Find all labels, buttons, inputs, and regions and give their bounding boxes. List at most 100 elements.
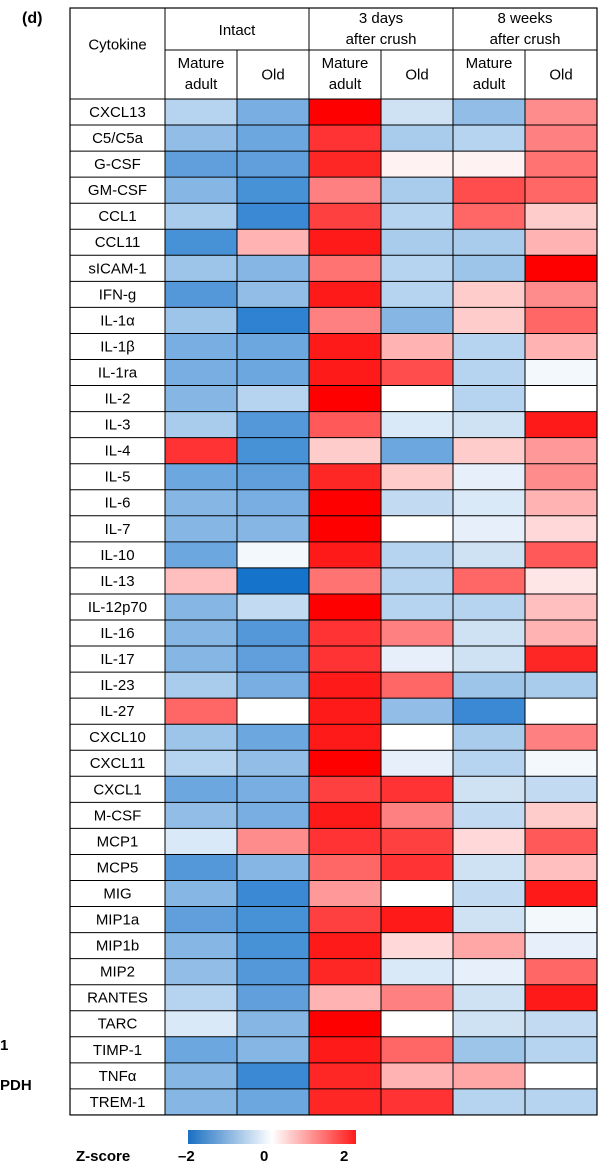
heatmap-cell [453, 99, 525, 126]
row-label: sICAM-1 [88, 260, 146, 277]
row-label: IL-1β [100, 338, 135, 355]
heatmap-cell [237, 411, 309, 438]
heatmap-cell [381, 489, 453, 516]
heatmap-cell [309, 515, 381, 542]
heatmap-cell [309, 646, 381, 673]
heatmap-cell [381, 1088, 453, 1115]
heatmap-cell [453, 151, 525, 178]
heatmap-cell [525, 724, 597, 751]
row-label: MCP5 [97, 859, 139, 876]
row-label: IL-27 [100, 703, 134, 720]
heatmap-cell [453, 1062, 525, 1089]
heatmap-cell [381, 984, 453, 1011]
heatmap-cell [237, 750, 309, 777]
colorbar-tick-min: –2 [178, 1148, 195, 1165]
heatmap-cell [525, 99, 597, 126]
heatmap-cell [165, 99, 237, 126]
column-header: Mature [466, 55, 513, 72]
heatmap-cell [381, 880, 453, 907]
heatmap-cell [453, 1088, 525, 1115]
heatmap-cell [525, 541, 597, 568]
heatmap-cell [309, 99, 381, 126]
row-label: MIP2 [100, 964, 135, 981]
heatmap-cell [381, 1010, 453, 1037]
heatmap-cell [525, 489, 597, 516]
heatmap-cell [309, 932, 381, 959]
cropped-side-label: PDH [0, 1077, 32, 1094]
heatmap-cell [309, 333, 381, 360]
heatmap-cell [165, 151, 237, 178]
heatmap-cell [381, 229, 453, 256]
heatmap-cell [525, 906, 597, 933]
heatmap-cell [165, 776, 237, 803]
heatmap-cell [381, 750, 453, 777]
heatmap-cell [381, 385, 453, 412]
heatmap-cell [165, 307, 237, 334]
heatmap-cell [165, 489, 237, 516]
row-label: C5/C5a [92, 130, 144, 147]
heatmap-cell [525, 203, 597, 230]
heatmap-cell [165, 984, 237, 1011]
heatmap-cell [381, 906, 453, 933]
heatmap-cell [525, 281, 597, 308]
heatmap-cell [381, 333, 453, 360]
heatmap-cell [309, 567, 381, 594]
row-label: TARC [98, 1016, 138, 1033]
heatmap-cell [309, 125, 381, 152]
heatmap-cell [453, 750, 525, 777]
column-header: Mature [178, 55, 225, 72]
heatmap-cell [237, 359, 309, 386]
heatmap-cell [381, 932, 453, 959]
heatmap-cell [453, 854, 525, 881]
heatmap-cell [309, 958, 381, 985]
heatmap-cell [453, 646, 525, 673]
heatmap-cell [453, 802, 525, 829]
heatmap-cell [453, 385, 525, 412]
heatmap-cell [309, 151, 381, 178]
heatmap-cell [309, 1010, 381, 1037]
row-label: IL-23 [100, 677, 134, 694]
colorbar-label: Z-score [76, 1148, 131, 1165]
heatmap-cell [309, 281, 381, 308]
heatmap-cell [165, 802, 237, 829]
heatmap-cell [381, 99, 453, 126]
row-label: CXCL1 [93, 781, 141, 798]
heatmap-cell [165, 229, 237, 256]
heatmap-cell [453, 515, 525, 542]
row-label: M-CSF [94, 807, 142, 824]
heatmap-cell [309, 724, 381, 751]
heatmap-cell [381, 541, 453, 568]
heatmap-cell [453, 359, 525, 386]
heatmap-cell [309, 880, 381, 907]
row-label: MIP1a [96, 912, 140, 929]
row-label: MIG [103, 885, 131, 902]
heatmap-cell [453, 177, 525, 204]
heatmap-cell [381, 724, 453, 751]
heatmap-cell [525, 151, 597, 178]
group-header: after crush [346, 31, 417, 48]
heatmap-cell [525, 1088, 597, 1115]
heatmap-cell [309, 255, 381, 282]
heatmap-cell [381, 828, 453, 855]
column-header: adult [473, 76, 506, 93]
colorbar [188, 1130, 356, 1144]
heatmap-cell [381, 802, 453, 829]
heatmap-cell [381, 203, 453, 230]
row-label: MCP1 [97, 833, 139, 850]
heatmap-cell [381, 177, 453, 204]
heatmap-cell [237, 880, 309, 907]
heatmap-cell [237, 620, 309, 647]
row-label: IL-4 [105, 443, 131, 460]
panel-letter: (d) [22, 10, 43, 27]
heatmap-cell [165, 203, 237, 230]
heatmap-cell [309, 620, 381, 647]
heatmap-cell [309, 385, 381, 412]
heatmap-cell [165, 672, 237, 699]
heatmap-cell [309, 593, 381, 620]
heatmap-cell [525, 750, 597, 777]
heatmap-cell [237, 333, 309, 360]
heatmap-cell [165, 958, 237, 985]
heatmap-cell [237, 1088, 309, 1115]
heatmap-cell [525, 1010, 597, 1037]
heatmap-cell [309, 489, 381, 516]
